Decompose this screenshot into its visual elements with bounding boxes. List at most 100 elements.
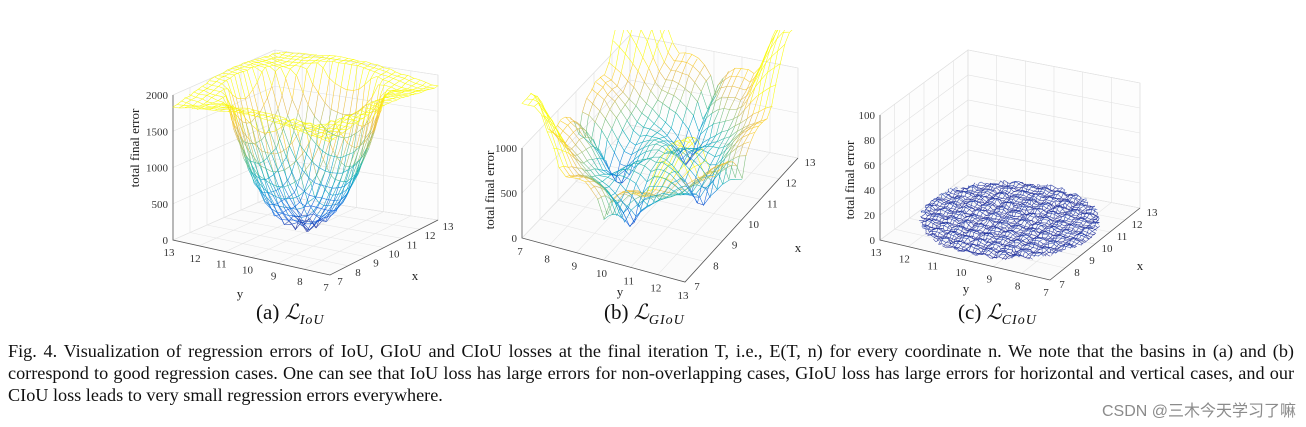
giou-surface-edge — [650, 197, 656, 203]
ciou-surface-edge — [967, 250, 970, 252]
giou-surface-edge — [678, 172, 687, 182]
giou-surface-edge — [774, 30, 779, 37]
iou-surface-edge — [309, 195, 317, 198]
ciou-surface-edge — [1051, 225, 1055, 227]
giou-surface-edge — [666, 179, 672, 184]
ciou-surface-edge — [925, 232, 930, 236]
iou-surface-edge — [324, 170, 331, 173]
ciou-surface-edge — [1005, 189, 1008, 194]
giou-surface-edge — [717, 138, 724, 142]
iou-surface-edge — [242, 149, 248, 168]
giou-surface-edge — [571, 149, 578, 156]
ciou-surface-edge — [945, 242, 951, 244]
iou-surface-edge — [377, 76, 383, 80]
iou-surface-edge — [270, 130, 276, 133]
giou-surface-edge — [580, 125, 586, 138]
ciou-surface-edge — [983, 244, 986, 248]
iou-surface-edge — [337, 157, 341, 163]
ciou-surface-edge — [943, 242, 947, 246]
giou-surface-edge — [641, 112, 650, 119]
ciou-surface-edge — [989, 247, 994, 249]
iou-surface-edge — [385, 93, 393, 96]
iou-surface-edge — [296, 222, 304, 227]
giou-surface-edge — [604, 160, 612, 174]
giou-surface-edge — [753, 110, 761, 115]
giou-surface-edge — [617, 214, 621, 218]
giou-surface-edge — [657, 195, 664, 197]
giou-surface-edge — [590, 122, 596, 143]
iou-surface-edge — [261, 192, 269, 205]
giou-surface-edge — [562, 125, 568, 131]
iou-surface-edge — [304, 224, 310, 231]
ciou-surface-edge — [1055, 221, 1059, 223]
ciou-surface-edge — [928, 233, 933, 236]
iou-surface-edge — [178, 105, 184, 108]
iou-surface-edge — [340, 118, 348, 120]
giou-surface-edge — [652, 149, 659, 157]
iou-surface-edge — [276, 186, 283, 188]
iou-surface-edge — [367, 65, 373, 68]
giou-surface-edge — [635, 142, 642, 146]
iou-surface-edge — [290, 58, 298, 60]
iou-surface-edge — [251, 126, 257, 148]
ciou-surface-edge — [997, 222, 1001, 227]
giou-surface-edge — [646, 176, 654, 183]
iou-surface-edge — [266, 153, 272, 159]
iou-surface-edge — [418, 79, 427, 83]
giou-surface-edge — [649, 139, 655, 145]
iou-surface-edge — [405, 83, 412, 87]
ciou-surface-edge — [998, 181, 1001, 185]
giou-surface-edge — [627, 63, 634, 81]
ciou-surface-edge — [980, 238, 985, 241]
iou-surface-edge — [277, 203, 284, 213]
iou-surface-edge — [380, 94, 387, 111]
ciou-surface-edge — [935, 239, 940, 242]
giou-surface-edge — [784, 32, 790, 45]
iou-surface-edge — [250, 170, 257, 180]
ciou-surface-edge — [1071, 228, 1074, 232]
giou-surface-edge — [680, 86, 686, 100]
ciou-surface-edge — [989, 254, 994, 258]
giou-surface-edge — [662, 146, 669, 153]
giou-surface-edge — [671, 180, 678, 184]
iou-surface-edge — [362, 67, 370, 71]
ciou-surface-edge — [922, 223, 926, 226]
iou-surface-edge — [316, 185, 321, 197]
ciou-surface-edge — [975, 237, 980, 239]
ciou-surface-edge — [1050, 243, 1055, 248]
giou-surface-edge — [653, 44, 658, 57]
giou-surface-edge — [594, 187, 602, 197]
iou-surface-edge — [308, 177, 315, 183]
ciou-surface-edge — [1083, 208, 1086, 210]
ciou-surface-edge — [947, 244, 953, 248]
giou-surface-edge — [563, 131, 570, 138]
giou-surface-edge — [670, 152, 677, 157]
iou-surface-edge — [267, 198, 273, 205]
iou-surface-edge — [244, 64, 251, 68]
iou-surface-edge — [431, 84, 439, 87]
giou-surface-edge — [665, 107, 670, 122]
iou-surface-edge — [384, 103, 389, 106]
iou-surface-edge — [318, 129, 324, 131]
ciou-surface-edge — [973, 205, 976, 210]
ciou-surface-edge — [939, 209, 942, 215]
iou-surface-edge — [258, 161, 264, 164]
iou-surface-edge — [329, 141, 334, 152]
iou-surface-edge — [343, 165, 350, 182]
giou-surface-edge — [604, 61, 610, 75]
ciou-surface-edge — [1048, 200, 1052, 205]
giou-surface-edge — [548, 128, 555, 135]
iou-surface-edge — [349, 60, 356, 63]
ciou-surface-edge — [1017, 245, 1021, 249]
iou-surface-edge — [268, 62, 275, 66]
giou-surface-edge — [633, 130, 641, 137]
giou-surface-edge — [615, 67, 622, 74]
giou-surface-edge — [678, 188, 685, 195]
ciou-surface-edge — [996, 251, 1000, 255]
giou-surface-edge — [639, 146, 645, 156]
ciou-surface-edge — [1028, 235, 1031, 237]
iou-surface-edge — [326, 123, 333, 125]
iou-y-tick-label: 8 — [297, 276, 303, 288]
giou-z-tick-label: 0 — [512, 233, 518, 245]
iou-y-tick-label: 13 — [164, 247, 176, 259]
